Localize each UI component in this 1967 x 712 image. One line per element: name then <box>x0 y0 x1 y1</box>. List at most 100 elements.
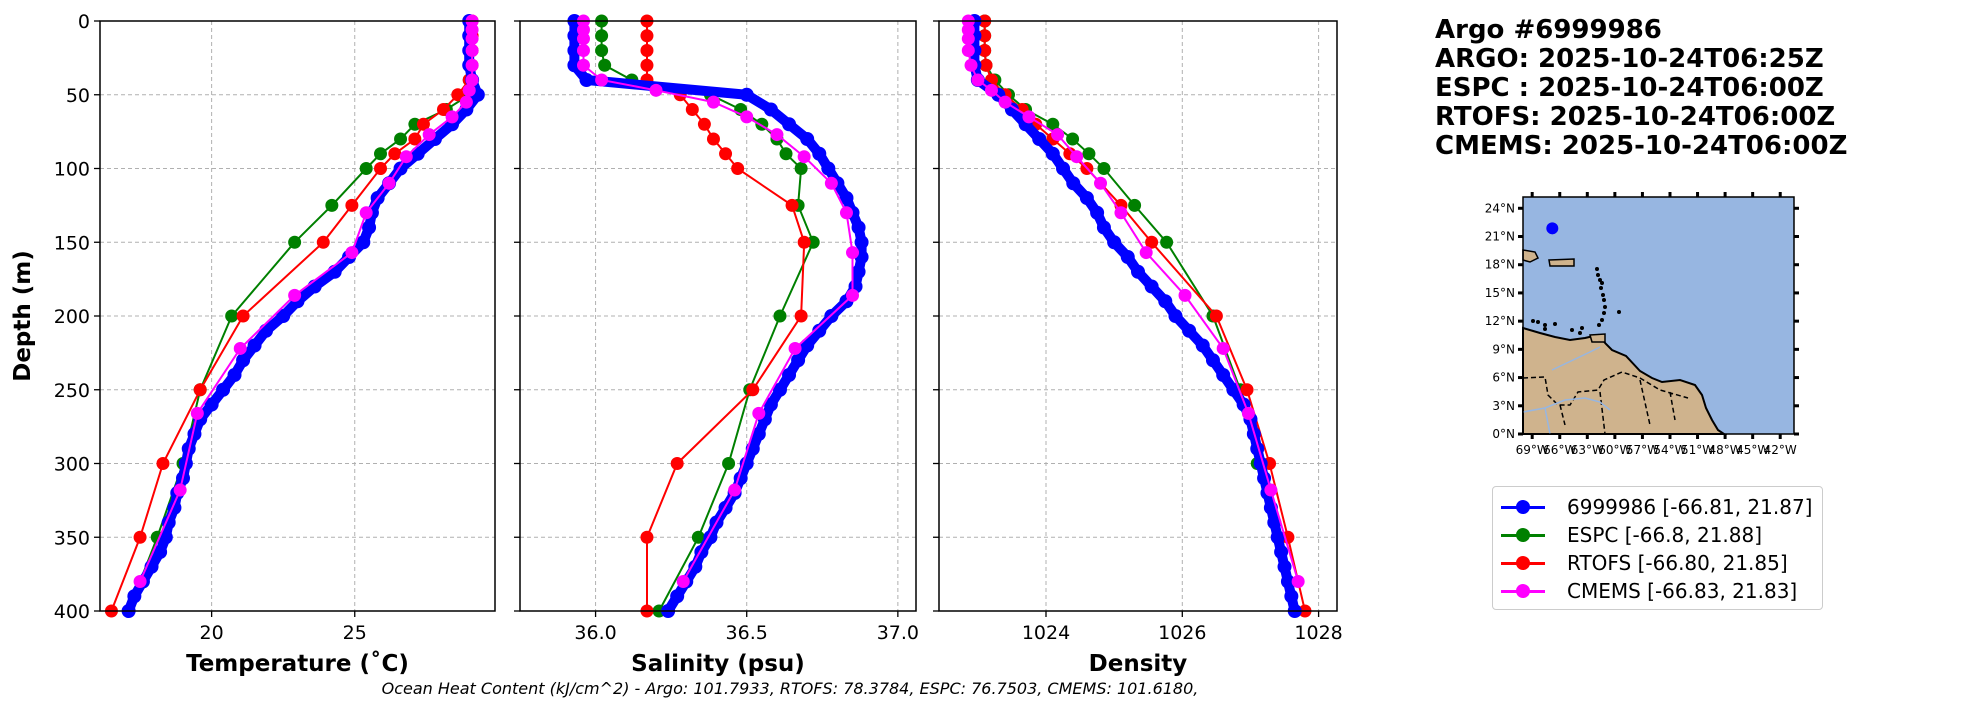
location-map: 0°N 3°N 6°N 9°N 12°N 15°N 18°N 21°N 24°N 69°W66°W… <box>1485 192 1799 457</box>
cmems-marker <box>465 32 479 46</box>
rtofs-marker <box>797 235 811 249</box>
cmems-marker <box>1094 176 1108 190</box>
cmems-marker <box>445 110 459 124</box>
cmems-marker <box>382 176 396 190</box>
float-location-marker <box>1546 222 1559 235</box>
cmems-marker <box>465 44 479 57</box>
espc-marker <box>1097 162 1111 175</box>
argo-marker <box>1131 264 1145 279</box>
y-tick-label: 250 <box>54 380 90 402</box>
argo-marker <box>1096 220 1111 235</box>
rtofs-marker <box>133 530 147 544</box>
cmems-marker <box>770 128 784 142</box>
rtofs-marker <box>785 198 799 212</box>
map-lon-label: 48°W <box>1709 443 1742 457</box>
argo-marker <box>1168 309 1183 323</box>
cmems-marker <box>846 246 860 260</box>
argo-marker <box>791 353 806 368</box>
map-island <box>1596 273 1600 277</box>
x-tick-label: 25 <box>343 622 367 644</box>
argo-marker <box>763 102 778 117</box>
map-island <box>1602 298 1606 302</box>
espc-marker <box>773 309 787 323</box>
legend-label: CMEMS [-66.83, 21.83] <box>1567 579 1798 603</box>
espc-marker <box>806 235 820 249</box>
rtofs-marker <box>451 88 465 102</box>
cmems-marker <box>728 483 742 497</box>
legend: 6999986 [-66.81, 21.87] ESPC [-66.8, 21.… <box>1492 486 1823 610</box>
cmems-marker <box>465 73 479 87</box>
legend-label: ESPC [-66.8, 21.88] <box>1567 523 1763 547</box>
map-island <box>1570 328 1574 332</box>
cmems-marker <box>846 288 860 302</box>
map-lat-label: 24°N <box>1485 201 1515 215</box>
axes-frame <box>99 20 496 612</box>
rtofs-marker <box>978 29 992 43</box>
espc-marker <box>1128 198 1142 212</box>
x-tick-label: 20 <box>200 622 224 644</box>
espc-marker <box>1066 132 1080 146</box>
cmems-marker <box>1264 483 1278 497</box>
cmems-marker <box>133 575 147 588</box>
rtofs-marker <box>1145 235 1159 249</box>
map-frame <box>1522 196 1795 435</box>
map-island <box>1578 331 1582 335</box>
map-island <box>1543 327 1547 331</box>
title-argo-time: ARGO: 2025-10-24T06:25Z <box>1435 44 1824 74</box>
rtofs-marker <box>794 309 808 323</box>
cmems-marker <box>1114 206 1128 220</box>
legend-item-cmems: CMEMS [-66.83, 21.83] <box>1501 577 1814 605</box>
argo-marker <box>688 559 703 574</box>
rtofs-marker <box>978 44 992 57</box>
argo-marker <box>854 235 869 250</box>
rtofs-marker <box>697 117 711 131</box>
legend-swatch-argo <box>1501 497 1545 517</box>
y-tick-label: 50 <box>66 85 90 107</box>
rtofs-marker <box>388 147 402 161</box>
argo-marker <box>1277 559 1292 574</box>
espc-marker <box>394 132 408 146</box>
cmems-marker <box>1139 246 1153 260</box>
title-rtofs-time: RTOFS: 2025-10-24T06:00Z <box>1435 102 1836 132</box>
x-tick-label: 36.0 <box>574 622 616 644</box>
map-lat-label: 3°N <box>1492 399 1515 413</box>
argo-marker <box>1107 235 1122 250</box>
espc-marker <box>225 309 239 323</box>
argo-marker <box>227 368 242 382</box>
title-float-id: Argo #6999986 <box>1435 15 1662 45</box>
cmems-marker <box>462 83 476 97</box>
argo-marker <box>800 132 815 146</box>
espc-marker <box>359 162 373 175</box>
cmems-marker <box>359 206 373 220</box>
map-lat-label: 6°N <box>1492 371 1515 385</box>
rtofs-marker <box>640 58 654 72</box>
cmems-marker <box>1070 150 1084 164</box>
map-lon-label: 69°W <box>1516 443 1549 457</box>
rtofs-marker <box>640 44 654 57</box>
title-espc-time: ESPC : 2025-10-24T06:00Z <box>1435 73 1824 103</box>
espc-marker <box>794 162 808 175</box>
map-lon-label: 54°W <box>1653 443 1686 457</box>
argo-marker <box>1090 205 1105 220</box>
map-island <box>1580 326 1584 330</box>
legend-label: RTOFS [-66.80, 21.85] <box>1567 551 1788 575</box>
series-group <box>567 14 869 618</box>
cmems-marker <box>1022 110 1036 124</box>
cmems-marker <box>824 176 838 190</box>
rtofs-marker <box>193 383 207 397</box>
y-tick-label: 400 <box>54 601 90 623</box>
cmems-marker <box>984 83 998 97</box>
argo-marker <box>782 117 797 132</box>
cmems-marker <box>998 95 1012 109</box>
argo-marker <box>127 589 142 604</box>
argo-marker <box>851 264 866 279</box>
legend-label: 6999986 [-66.81, 21.87] <box>1567 495 1813 519</box>
cmems-marker <box>788 341 802 355</box>
argo-marker <box>772 382 787 397</box>
map-island <box>1598 278 1602 282</box>
y-tick-label: 0 <box>78 11 90 33</box>
cmems-marker <box>706 95 720 109</box>
espc-marker <box>325 198 339 212</box>
argo-marker <box>327 264 342 279</box>
